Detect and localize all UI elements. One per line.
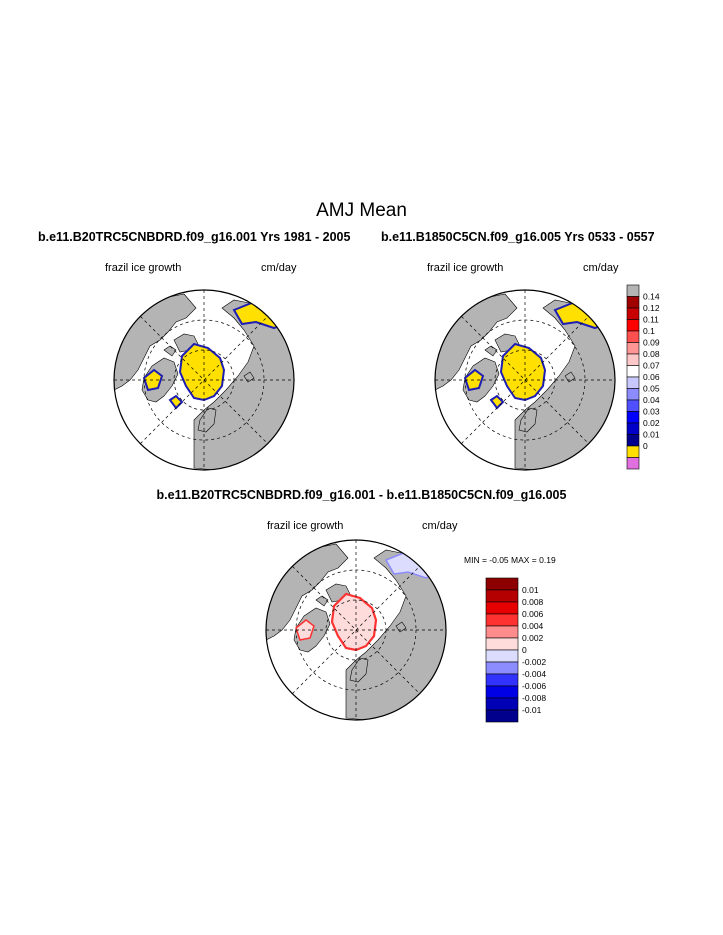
colorbar-swatch xyxy=(485,577,519,591)
colorbar-tick-label: 0.006 xyxy=(522,609,544,619)
colorbar-tick-label: 0.07 xyxy=(643,361,660,371)
colorbar-swatch xyxy=(626,342,640,355)
colorbar-tick-label: 0.004 xyxy=(522,621,544,631)
colorbar-tick-label: 0.008 xyxy=(522,597,544,607)
map-panel-1 xyxy=(113,289,295,471)
colorbar-swatch xyxy=(485,697,519,711)
colorbar-mean: 0.140.12 0.110.1 0.090.08 0.070.06 0.050.04 0… xyxy=(626,284,660,470)
map-border xyxy=(265,539,447,721)
colorbar-swatch xyxy=(626,365,640,378)
colorbar-tick-label: 0.14 xyxy=(643,292,660,302)
colorbar-tick-label: 0.01 xyxy=(643,430,660,440)
colorbar-swatch xyxy=(626,434,640,447)
map-border xyxy=(434,289,616,471)
colorbar-tick-label: 0.05 xyxy=(643,384,660,394)
panel-1-variable-label: frazil ice growth xyxy=(105,262,182,274)
colorbar-tick-label: 0.1 xyxy=(643,326,655,336)
colorbar-swatch xyxy=(626,284,640,297)
colorbar-tick-label: 0.03 xyxy=(643,407,660,417)
diff-positive-region xyxy=(330,592,378,652)
colorbar-tick-label: 0 xyxy=(522,645,527,655)
colorbar-tick-label: -0.002 xyxy=(522,657,546,667)
panel-2-case-title: b.e11.B1850C5CN.f09_g16.005 Yrs 0533 - 0… xyxy=(381,230,655,244)
colorbar-tick-label: 0.04 xyxy=(643,395,660,405)
colorbar-tick-label: -0.004 xyxy=(522,669,546,679)
colorbar-swatch xyxy=(485,673,519,687)
max-label: MAX = xyxy=(511,555,537,565)
colorbar-tick-label: 0.12 xyxy=(643,303,660,313)
colorbar-swatch xyxy=(626,376,640,389)
panel-2-variable-label: frazil ice growth xyxy=(427,262,504,274)
colorbar-tick-label: -0.006 xyxy=(522,681,546,691)
colorbar-tick-label: -0.01 xyxy=(522,705,542,715)
panel-3-units-label: cm/day xyxy=(422,520,458,532)
colorbar-swatch xyxy=(485,625,519,639)
colorbar-swatch xyxy=(626,411,640,424)
colorbar-tick-label: 0.06 xyxy=(643,372,660,382)
figure-title: AMJ Mean xyxy=(316,200,407,221)
colorbar-swatch xyxy=(626,399,640,412)
colorbar-swatch xyxy=(485,709,519,723)
max-value: 0.19 xyxy=(539,555,556,565)
panel-3-variable-label: frazil ice growth xyxy=(267,520,344,532)
panel-2-units-label: cm/day xyxy=(583,262,619,274)
map-panel-2 xyxy=(434,289,616,471)
panel-1-case-title: b.e11.B20TRC5CNBDRD.f09_g16.001 Yrs 1981… xyxy=(38,230,351,244)
colorbar-tick-label: 0.08 xyxy=(643,349,660,359)
colorbar-swatch xyxy=(626,330,640,343)
colorbar-swatch xyxy=(485,649,519,663)
panel-3-case-title: b.e11.B20TRC5CNBDRD.f09_g16.001 - b.e11.… xyxy=(156,488,567,502)
colorbar-swatch xyxy=(485,637,519,651)
colorbar-swatch xyxy=(626,422,640,435)
colorbar-tick-label: 0.09 xyxy=(643,338,660,348)
colorbar-swatch xyxy=(626,319,640,332)
panel-1-units-label: cm/day xyxy=(261,262,297,274)
colorbar-swatch xyxy=(626,353,640,366)
colorbar-swatch xyxy=(626,445,640,458)
colorbar-tick-label: 0 xyxy=(643,441,648,451)
colorbar-swatch xyxy=(626,388,640,401)
colorbar-tick-label: 0.11 xyxy=(643,315,659,325)
colorbar-swatch xyxy=(626,307,640,320)
colorbar-diff: 0.01 0.008 0.006 0.004 0.002 0 -0.002 -0.004 -0.… xyxy=(485,577,546,723)
colorbar-tick-label: 0.02 xyxy=(643,418,660,428)
colorbar-swatch xyxy=(626,457,640,470)
map-border xyxy=(113,289,295,471)
colorbar-tick-label: 0.01 xyxy=(522,585,539,595)
colorbar-tick-label: -0.008 xyxy=(522,693,546,703)
colorbar-swatch xyxy=(485,613,519,627)
min-value: -0.05 xyxy=(489,555,509,565)
colorbar-swatch xyxy=(485,601,519,615)
colorbar-swatch xyxy=(485,661,519,675)
colorbar-swatch xyxy=(485,685,519,699)
min-label: MIN = xyxy=(464,555,487,565)
diff-minmax-readout: MIN = -0.05 MAX = 0.19 xyxy=(464,555,556,565)
map-panel-3 xyxy=(265,539,447,721)
colorbar-swatch xyxy=(485,589,519,603)
colorbar-tick-label: 0.002 xyxy=(522,633,544,643)
colorbar-swatch xyxy=(626,296,640,309)
